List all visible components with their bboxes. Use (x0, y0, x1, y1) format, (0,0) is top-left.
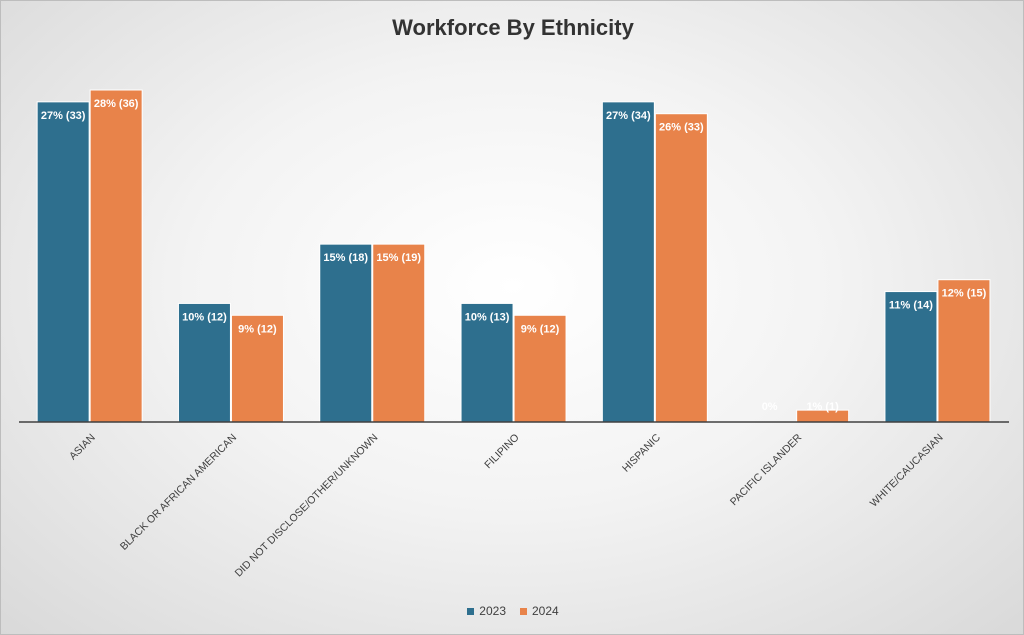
data-label-2023-1: 10% (12) (182, 311, 227, 323)
legend-label: 2024 (532, 604, 559, 618)
x-tick-label: FILIPINO (482, 432, 521, 471)
bar-2023-2 (319, 243, 373, 423)
bar-2024-6 (937, 279, 991, 423)
data-label-2023-6: 11% (14) (889, 300, 933, 312)
bar-2024-2 (372, 243, 426, 423)
data-label-2023-0: 27% (33) (41, 110, 86, 122)
data-label-2024-5: 1% (1) (806, 401, 839, 413)
data-label-2024-2: 15% (19) (376, 252, 421, 264)
data-label-2024-6: 12% (15) (942, 288, 987, 300)
legend-item-2024: 2024 (520, 604, 559, 618)
data-label-2024-4: 26% (33) (659, 122, 704, 134)
data-label-2024-1: 9% (12) (238, 323, 277, 335)
data-label-2023-3: 10% (13) (465, 311, 510, 323)
legend: 2023 2024 (1, 604, 1024, 618)
x-tick-label: DID NOT DISCLOSE/OTHER/UNKNOWN (233, 432, 381, 580)
x-tick-label: WHITE/CAUCASIAN (868, 432, 946, 510)
legend-item-2023: 2023 (467, 604, 506, 618)
data-label-2023-2: 15% (18) (323, 252, 368, 264)
data-label-2024-0: 28% (36) (94, 98, 139, 110)
bar-2023-0 (36, 101, 90, 423)
legend-label: 2023 (479, 604, 506, 618)
x-tick-label: ASIAN (67, 432, 98, 463)
bar-2024-4 (654, 113, 708, 423)
x-tick-label: PACIFIC ISLANDER (728, 431, 805, 508)
bar-2024-1 (230, 314, 284, 423)
bar-2023-1 (177, 302, 231, 423)
bar-2023-4 (601, 101, 655, 423)
data-label-2023-4: 27% (34) (606, 110, 651, 122)
data-label-2024-3: 9% (12) (521, 323, 560, 335)
chart-title: Workforce By Ethnicity (392, 15, 634, 40)
data-label-2023-5: 0% (762, 401, 778, 413)
x-tick-label: BLACK OR AFRICAN AMERICAN (118, 432, 239, 553)
legend-swatch (467, 607, 475, 615)
bar-2024-0 (89, 89, 143, 423)
legend-swatch (520, 607, 527, 615)
chart-plot: 27% (33) 28% (36) ASIAN 10% (12) 9% (12) BLAC… (19, 89, 1009, 580)
bar-2023-3 (460, 302, 514, 423)
x-tick-label: HISPANIC (620, 431, 663, 474)
